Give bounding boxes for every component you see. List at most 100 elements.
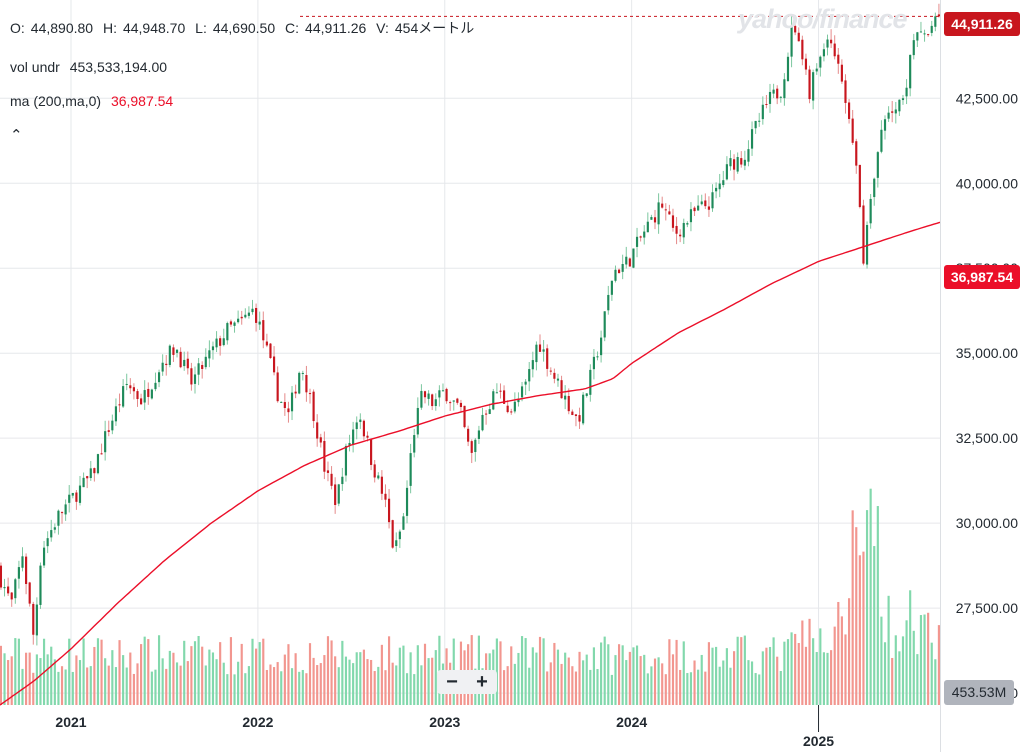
candle-body bbox=[607, 294, 610, 311]
volume-name: vol undr bbox=[10, 59, 60, 75]
volume-bar bbox=[830, 650, 833, 705]
volume-bar bbox=[255, 648, 258, 705]
volume-bar bbox=[725, 648, 728, 705]
candle-body bbox=[768, 91, 772, 104]
volume-bar bbox=[423, 643, 427, 705]
volume-bar bbox=[905, 620, 908, 705]
volume-bar bbox=[316, 665, 319, 705]
candle-body bbox=[68, 494, 71, 503]
candle-body bbox=[815, 68, 818, 72]
candle-body bbox=[927, 34, 930, 36]
candle-body bbox=[837, 54, 840, 64]
volume-bar bbox=[334, 656, 337, 705]
candle-body bbox=[743, 159, 746, 166]
volume-bar bbox=[499, 641, 502, 705]
candle-body bbox=[747, 149, 750, 162]
ma-200-line bbox=[0, 221, 941, 706]
volume-bar bbox=[64, 669, 67, 705]
volume-bar bbox=[589, 669, 592, 705]
volume-bar bbox=[93, 646, 96, 705]
candle-body bbox=[495, 392, 498, 394]
volume-bar bbox=[201, 646, 204, 705]
candle-body bbox=[574, 414, 578, 417]
candle-body bbox=[923, 33, 926, 35]
volume-bar bbox=[326, 636, 330, 705]
candle-body bbox=[452, 400, 455, 402]
candle-body bbox=[423, 391, 427, 398]
candle-body bbox=[653, 217, 657, 223]
candle-body bbox=[740, 158, 743, 165]
volume-bar bbox=[168, 650, 171, 705]
candle-body bbox=[154, 382, 157, 390]
zoom-out-button[interactable]: − bbox=[446, 671, 458, 693]
zoom-in-button[interactable]: + bbox=[476, 671, 488, 693]
volume-bar bbox=[308, 643, 312, 705]
candle-body bbox=[578, 415, 581, 422]
volume-bar bbox=[165, 668, 168, 705]
candle-body bbox=[114, 406, 118, 422]
volume-bar bbox=[621, 645, 624, 705]
candle-body bbox=[826, 39, 829, 48]
volume-bar bbox=[819, 628, 822, 705]
volume-bar bbox=[632, 647, 635, 705]
volume-bar bbox=[132, 673, 135, 705]
volume-bar bbox=[186, 661, 189, 705]
volume-bar bbox=[693, 660, 696, 705]
candle-body bbox=[140, 398, 143, 405]
volume-bar bbox=[585, 654, 588, 705]
candle-body bbox=[916, 32, 919, 41]
axes: 25,000.0027,500.0030,000.0032,500.0035,0… bbox=[55, 0, 1018, 752]
volume-bar bbox=[57, 671, 60, 705]
volume-bar bbox=[639, 656, 642, 705]
candle-body bbox=[589, 369, 592, 395]
volume-bar bbox=[783, 641, 786, 705]
candle-body bbox=[233, 322, 236, 326]
candle-body bbox=[901, 98, 905, 101]
volume-bar bbox=[916, 654, 919, 705]
candle-body bbox=[276, 372, 279, 402]
volume-bar bbox=[276, 662, 279, 705]
volume-bar bbox=[758, 674, 761, 705]
volume-bar bbox=[46, 654, 49, 705]
candle-body bbox=[812, 72, 815, 101]
candle-body bbox=[402, 516, 405, 530]
volume-bar bbox=[582, 660, 585, 705]
candle-body bbox=[556, 378, 560, 381]
ma-name: ma (200,ma,0) bbox=[10, 93, 102, 109]
volume-bar bbox=[578, 651, 581, 705]
candle-body bbox=[750, 129, 754, 149]
ohlc-low: L: 44,690.50 bbox=[195, 20, 276, 36]
candle-body bbox=[520, 386, 524, 398]
candle-body bbox=[316, 422, 319, 439]
volume-bar bbox=[258, 642, 261, 705]
candle-body bbox=[21, 556, 24, 568]
candle-body bbox=[93, 468, 96, 474]
volume-bar bbox=[740, 637, 743, 705]
volume-bar bbox=[937, 625, 941, 705]
volume-bar bbox=[366, 659, 369, 705]
volume-bar bbox=[100, 639, 103, 705]
volume-bar bbox=[226, 674, 229, 705]
candle-body bbox=[776, 88, 779, 99]
volume-bar bbox=[876, 506, 879, 705]
candle-body bbox=[272, 356, 276, 373]
candle-body bbox=[697, 205, 700, 211]
candle-body bbox=[628, 258, 631, 267]
candle-body bbox=[635, 236, 639, 247]
candle-body bbox=[707, 206, 710, 210]
volume-bar bbox=[790, 632, 793, 705]
volume-bar bbox=[801, 620, 804, 705]
candle-body bbox=[869, 198, 872, 224]
candle-body bbox=[380, 476, 383, 494]
volume-bar bbox=[520, 636, 524, 705]
volume-bar bbox=[858, 555, 861, 705]
candle-body bbox=[718, 183, 721, 190]
candle-body bbox=[57, 510, 60, 526]
candle-body bbox=[542, 349, 545, 352]
candle-body bbox=[384, 493, 387, 500]
candle-body bbox=[858, 164, 861, 208]
collapse-legend-icon[interactable]: ⌃ bbox=[10, 127, 23, 144]
last-price-label: 44,911.26 bbox=[944, 12, 1020, 36]
candle-body bbox=[474, 439, 477, 453]
